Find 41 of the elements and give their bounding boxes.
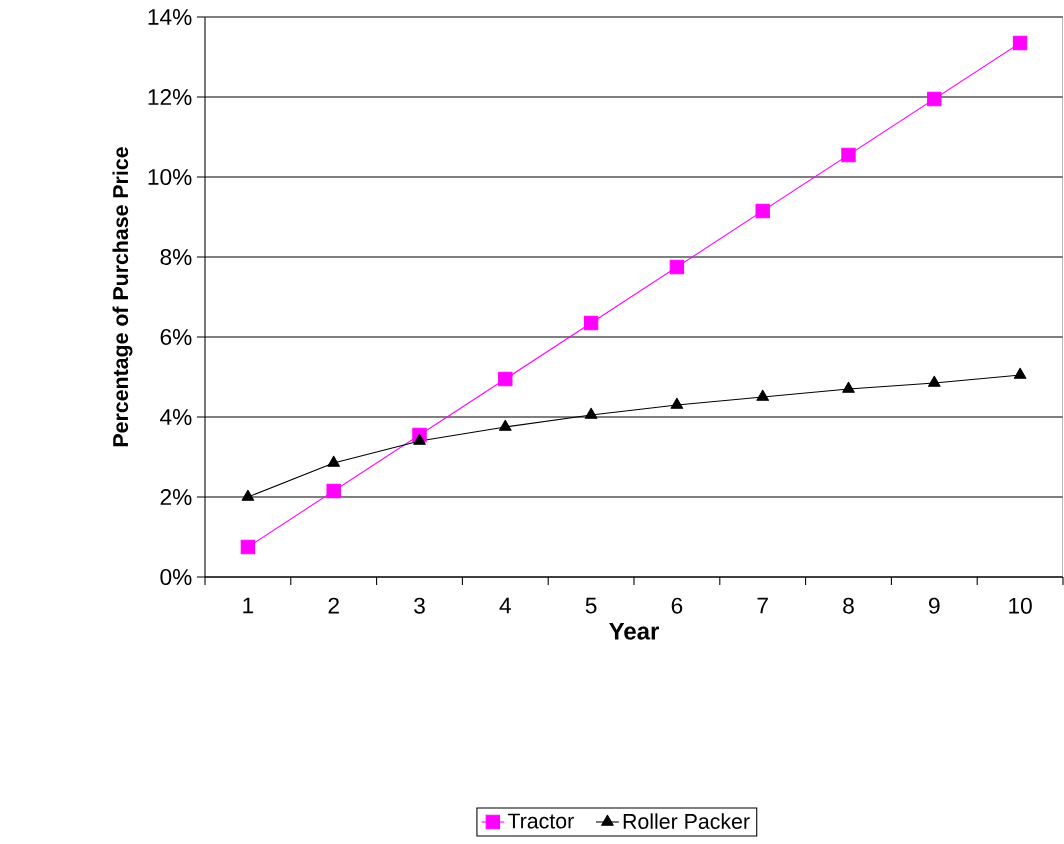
point	[755, 203, 770, 219]
point	[327, 455, 341, 467]
x-tick-label: 8	[843, 597, 854, 614]
y-tick-label: 8%	[160, 248, 192, 266]
x-tick-label: 3	[414, 597, 425, 614]
point	[326, 483, 341, 499]
point	[584, 407, 598, 419]
point	[841, 147, 856, 163]
y-tick-label: 0%	[160, 568, 192, 586]
x-tick-label: 6	[671, 597, 683, 614]
point	[927, 375, 941, 387]
y-tick-label: 14%	[148, 9, 192, 25]
point	[583, 315, 599, 331]
point	[498, 419, 512, 431]
legend-label: Tractor	[507, 813, 574, 829]
point	[927, 91, 942, 107]
x-tick-label: 1	[243, 597, 254, 614]
x-tick-label: 9	[929, 597, 940, 614]
point	[1012, 35, 1028, 51]
y-tick-label: 6%	[160, 328, 192, 346]
y-axis-title: Percentage of Purchase Price	[112, 147, 133, 447]
point	[1013, 367, 1027, 379]
y-tick-label: 12%	[148, 89, 192, 105]
x-tick-label: 2	[328, 597, 339, 614]
x-tick-label: 5	[585, 597, 597, 614]
point	[842, 381, 855, 393]
point	[756, 389, 770, 401]
point	[413, 433, 426, 445]
point	[670, 397, 684, 409]
point	[669, 259, 685, 275]
x-axis-title: Year	[609, 622, 659, 640]
x-tick-label: 4	[499, 597, 511, 614]
y-tick-label: 10%	[148, 168, 192, 186]
x-tick-label: 7	[757, 597, 768, 614]
point	[498, 371, 513, 387]
point	[241, 489, 255, 501]
y-tick-label: 2%	[160, 489, 192, 505]
point	[240, 539, 256, 555]
x-tick-label: 10	[1009, 597, 1032, 614]
y-tick-label: 4%	[160, 409, 192, 425]
legend-label: Roller Packer	[623, 813, 750, 829]
